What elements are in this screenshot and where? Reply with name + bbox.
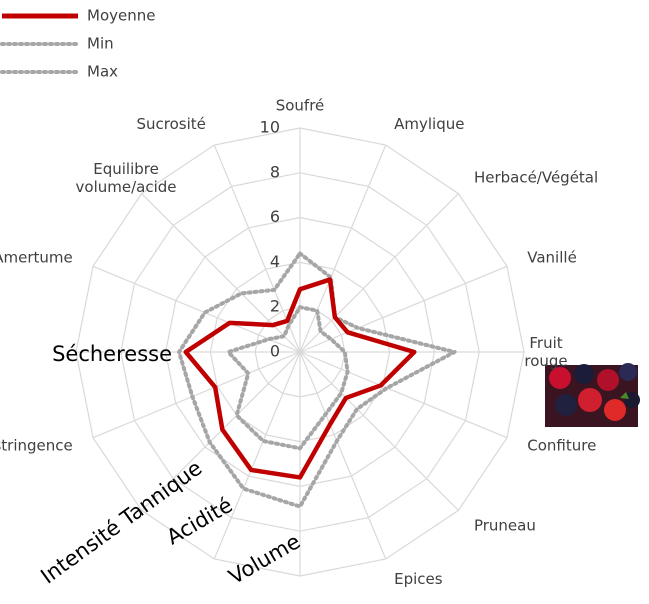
legend-label: Min <box>87 35 114 53</box>
category-label: Confiture <box>527 437 596 455</box>
chart: 0 2 4 6 8 10 Soufré Amylique Herbacé/Végétal Vani… <box>0 0 649 604</box>
category-label: Amylique <box>394 115 464 133</box>
category-label: Acidité <box>162 493 236 550</box>
category-label: Soufré <box>276 97 325 115</box>
fruit-image <box>545 363 640 427</box>
category-label: Volume <box>225 529 305 589</box>
category-label: Herbacé/Végétal <box>474 169 598 187</box>
r-tick-label: 8 <box>270 162 280 181</box>
category-label: Vanillé <box>527 248 577 266</box>
r-tick-label: 6 <box>270 207 280 226</box>
category-label: Sucrosité <box>136 115 205 133</box>
legend-label: Max <box>87 63 118 81</box>
category-label: Amertume <box>0 248 73 266</box>
r-tick-label: 0 <box>270 342 280 361</box>
category-label: Sécheresse <box>52 342 172 366</box>
r-tick-label: 10 <box>260 118 280 137</box>
legend-label: Moyenne <box>87 7 155 25</box>
category-label: Astringence <box>0 437 73 455</box>
series-line <box>179 253 455 506</box>
r-tick-label: 2 <box>270 297 280 316</box>
category-label: Pruneau <box>474 516 536 534</box>
spoke <box>214 352 300 559</box>
category-label: Epices <box>394 570 443 588</box>
r-tick-label: 4 <box>270 252 280 271</box>
